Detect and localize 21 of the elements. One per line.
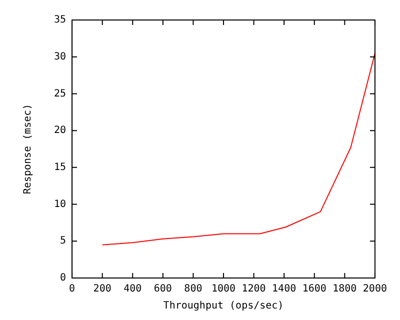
x-tick-label: 1800 <box>332 284 357 295</box>
x-tick-label: 1200 <box>242 284 266 295</box>
y-tick-label: 0 <box>60 272 66 284</box>
y-tick-label: 20 <box>54 125 66 136</box>
x-tick-label: 0 <box>69 284 76 295</box>
x-tick-label: 600 <box>154 284 172 295</box>
y-tick-label: 5 <box>60 236 66 247</box>
x-tick-label: 1000 <box>211 284 236 295</box>
x-tick-label: 2000 <box>362 284 388 295</box>
x-axis-title: Throughput (ops/sec) <box>163 300 284 312</box>
y-tick-label: 15 <box>54 162 66 174</box>
x-tick-label: 1400 <box>272 284 296 295</box>
x-tick-label: 800 <box>184 284 202 295</box>
y-tick-label: 25 <box>54 88 66 100</box>
y-tick-label: 10 <box>54 198 66 210</box>
x-tick-label: 200 <box>93 284 112 295</box>
y-tick-label: 30 <box>54 51 66 62</box>
y-tick-label: 35 <box>54 14 66 26</box>
x-tick-label: 400 <box>124 284 142 295</box>
y-axis-title: Response (msec) <box>22 104 34 194</box>
x-tick-label: 1600 <box>302 284 326 295</box>
